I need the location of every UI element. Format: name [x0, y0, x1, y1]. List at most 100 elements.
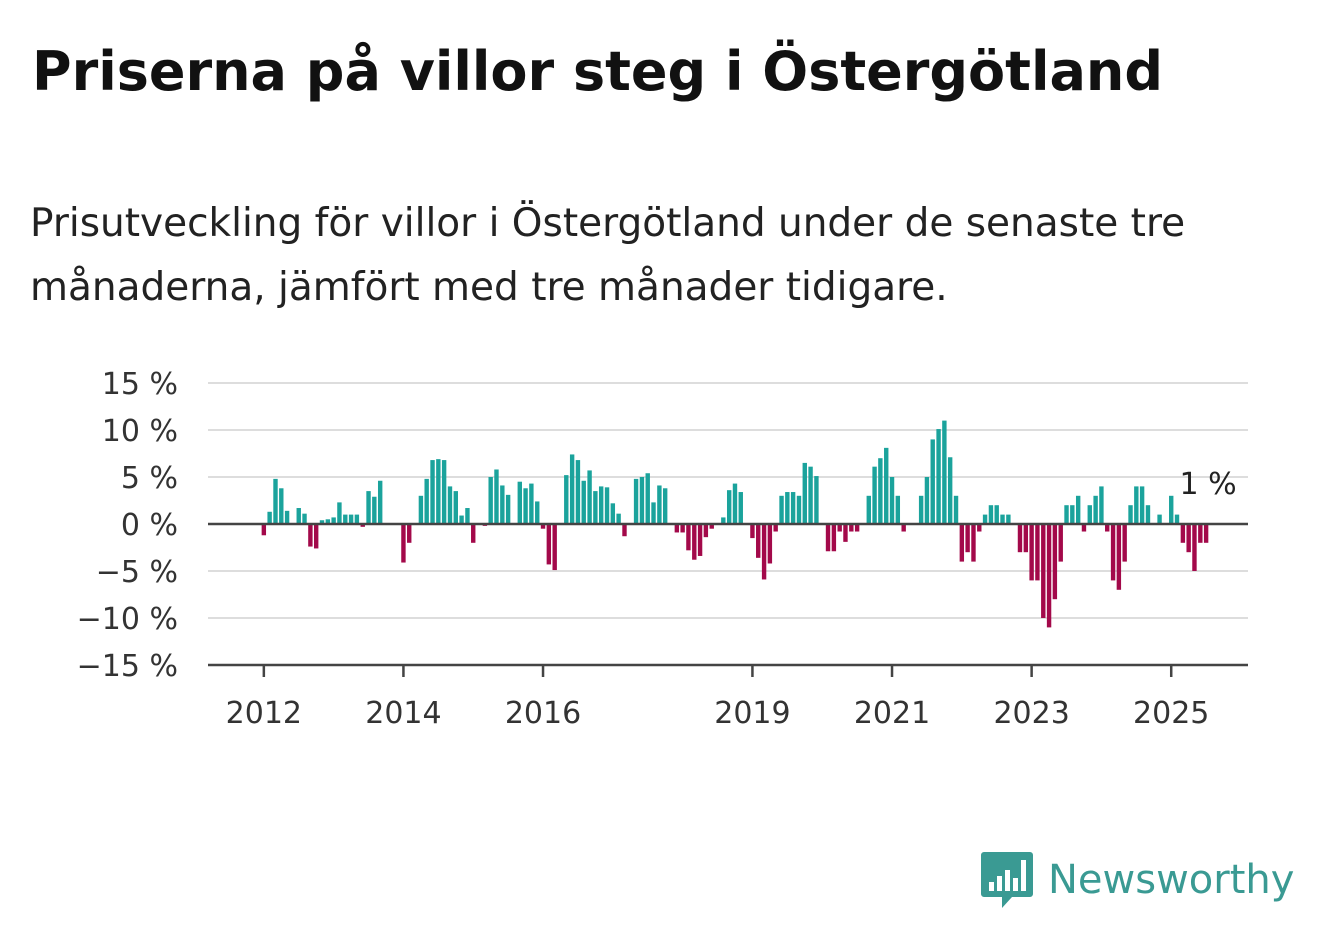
- y-tick-label: 0 %: [121, 508, 178, 543]
- bar: [494, 469, 499, 524]
- x-tick-label: 2016: [505, 696, 581, 731]
- bar: [424, 478, 429, 524]
- bar: [1169, 495, 1174, 524]
- bar: [343, 514, 348, 524]
- bar: [337, 502, 342, 524]
- bar: [633, 478, 639, 524]
- bar: [1134, 486, 1139, 524]
- bar: [471, 524, 476, 543]
- gridlines: [208, 382, 1248, 619]
- bar: [308, 524, 313, 547]
- bar: [587, 470, 592, 524]
- bar: [686, 524, 691, 551]
- bar: [296, 508, 301, 524]
- bar: [575, 460, 581, 524]
- bar: [953, 495, 959, 524]
- bar: [1174, 514, 1180, 524]
- x-tick-label: 2019: [714, 696, 790, 731]
- bar-chart: 15 %10 %5 %0 %−5 %−10 %−15 % 2012 2014 201…: [77, 367, 1248, 731]
- bar: [1029, 524, 1034, 581]
- axes: [208, 522, 1248, 667]
- bar: [569, 454, 575, 524]
- bars: [261, 420, 1209, 628]
- bar: [721, 517, 726, 524]
- bar: [982, 514, 988, 524]
- bar: [680, 524, 685, 533]
- x-tick-label: 2021: [854, 696, 930, 731]
- bar: [732, 483, 738, 524]
- bar: [878, 458, 883, 524]
- x-tick-label: 2014: [365, 696, 441, 731]
- bar: [546, 524, 552, 565]
- bar: [790, 492, 796, 524]
- y-axis-ticks: 15 % 10 % 5 % 0 % −5 % −10 % −15 %: [77, 367, 178, 684]
- bar: [354, 514, 360, 524]
- bar: [750, 524, 755, 539]
- x-tick-label: 2023: [993, 696, 1069, 731]
- bar: [1110, 524, 1116, 581]
- bar: [1058, 524, 1063, 562]
- bar: [889, 477, 895, 524]
- bar: [703, 524, 709, 538]
- bar: [697, 524, 703, 556]
- bar: [947, 457, 953, 524]
- bar: [639, 477, 645, 524]
- bar: [796, 495, 802, 524]
- bar: [1128, 505, 1133, 524]
- bar: [348, 514, 354, 524]
- last-value-label: 1 %: [1180, 467, 1237, 502]
- y-tick-label: −5 %: [96, 555, 178, 590]
- bar: [843, 524, 848, 542]
- bar: [884, 447, 889, 524]
- bar: [831, 524, 837, 552]
- bar: [1145, 505, 1151, 524]
- bar: [430, 460, 435, 524]
- bar: [1093, 495, 1098, 524]
- bar: [854, 524, 860, 532]
- bar: [674, 524, 680, 533]
- bar: [1105, 524, 1110, 532]
- bar: [453, 491, 458, 524]
- bar: [279, 488, 284, 524]
- y-tick-label: −10 %: [77, 602, 178, 637]
- bar: [726, 490, 732, 524]
- bar: [1023, 524, 1029, 553]
- bar: [529, 483, 534, 524]
- bar: [604, 487, 610, 524]
- bar: [377, 480, 383, 524]
- bar: [1052, 524, 1058, 600]
- bar: [977, 524, 982, 532]
- bar: [598, 486, 604, 524]
- bar: [418, 495, 424, 524]
- x-tick-label: 2025: [1133, 696, 1209, 731]
- chart-title: Priserna på villor steg i Östergötland: [32, 40, 1164, 103]
- bar: [773, 524, 778, 532]
- bar: [1186, 524, 1191, 553]
- bar: [785, 492, 790, 524]
- bar: [500, 485, 505, 524]
- bar: [866, 495, 871, 524]
- bar: [837, 524, 842, 532]
- newsworthy-logo-icon: [981, 852, 1033, 908]
- bar: [372, 496, 377, 524]
- bar: [1006, 514, 1011, 524]
- bar: [1081, 524, 1087, 532]
- bar: [872, 466, 877, 524]
- bar: [267, 511, 272, 524]
- bar: [1116, 524, 1122, 590]
- bar: [965, 524, 970, 553]
- bar: [313, 524, 319, 549]
- bar: [1046, 524, 1052, 628]
- bar: [273, 478, 278, 524]
- bar: [814, 476, 819, 524]
- x-tick-label: 2012: [226, 696, 302, 731]
- bar: [552, 524, 557, 571]
- bar: [849, 524, 854, 532]
- bar: [1122, 524, 1127, 562]
- bar: [651, 502, 656, 524]
- bar: [738, 492, 743, 524]
- bar: [994, 505, 999, 524]
- bar: [610, 503, 616, 524]
- bar: [756, 524, 761, 558]
- bar: [709, 524, 714, 529]
